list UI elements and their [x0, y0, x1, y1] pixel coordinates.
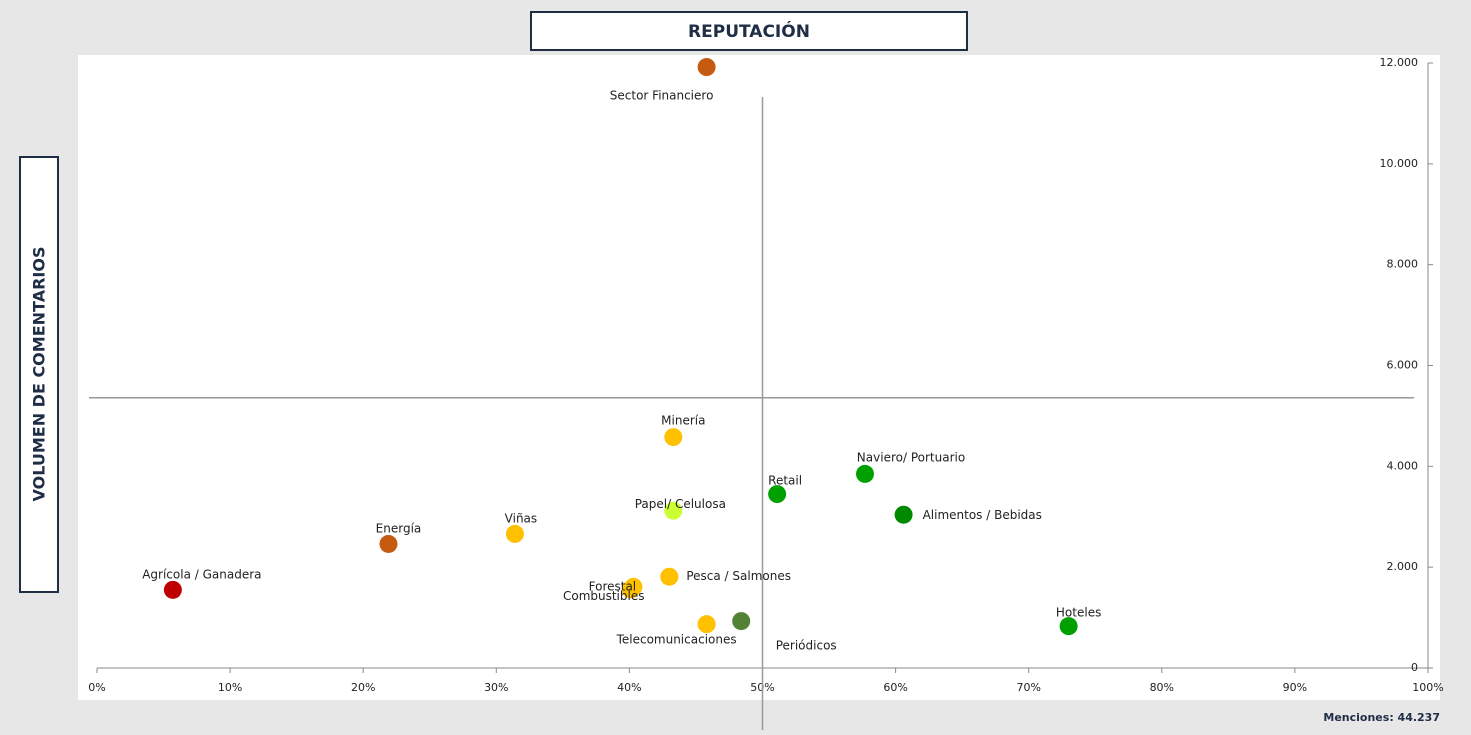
x-tick-label: 100% [1412, 681, 1443, 694]
point-label: Sector Financiero [610, 89, 714, 103]
point [664, 501, 683, 520]
point [1059, 617, 1078, 636]
point [163, 580, 182, 599]
note: Menciones: 44.237 [1323, 711, 1440, 724]
x-tick-label: 70% [1016, 681, 1040, 694]
point [768, 485, 787, 504]
y-tick-label: 10.000 [1380, 157, 1419, 170]
x-tick-label: 10% [218, 681, 242, 694]
point [660, 567, 679, 586]
x-tick-label: 30% [484, 681, 508, 694]
point [697, 58, 716, 77]
title-box [530, 11, 968, 51]
point-label: Forestal [589, 579, 637, 593]
point [505, 524, 524, 543]
point [697, 615, 716, 634]
y-tick-label: 6.000 [1387, 359, 1419, 372]
point-label: Naviero/ Portuario [857, 450, 965, 464]
x-tick-label: 60% [883, 681, 907, 694]
x-tick-label: 40% [617, 681, 641, 694]
x-tick-label: 20% [351, 681, 375, 694]
y-axis-label: VOLUMEN DE COMENTARIOS [30, 247, 49, 502]
point-label: Retail [768, 474, 802, 488]
x-tick-label: 90% [1283, 681, 1307, 694]
point [855, 464, 874, 483]
y-tick-label: 2.000 [1387, 560, 1419, 573]
x-tick-label: 0% [88, 681, 105, 694]
point [379, 534, 398, 553]
point [664, 428, 683, 447]
point [894, 505, 913, 524]
point-label: Periódicos [776, 639, 837, 653]
point-label: Energía [376, 521, 422, 535]
y-label-box [19, 156, 59, 593]
plot-area [78, 55, 1440, 700]
point-label: Hoteles [1056, 606, 1101, 620]
chart-title: REPUTACIÓN [688, 20, 810, 42]
y-tick-label: 4.000 [1387, 459, 1419, 472]
point-label: Papel/ Celulosa [635, 497, 726, 511]
x-tick-label: 80% [1150, 681, 1174, 694]
y-tick-label: 12.000 [1380, 56, 1419, 69]
point-label: Combustibles [563, 589, 645, 603]
point-label: Alimentos / Bebidas [923, 508, 1042, 522]
point-label: Minería [661, 414, 705, 428]
point [732, 612, 751, 631]
point [621, 580, 640, 599]
point-label: Pesca / Salmones [686, 569, 791, 583]
y-tick-label: 0 [1411, 661, 1418, 674]
y-tick-label: 8.000 [1387, 258, 1419, 271]
point-label: Telecomunicaciones [616, 633, 737, 647]
point-label: Viñas [505, 511, 538, 525]
point-label: Agrícola / Ganadera [142, 567, 261, 581]
